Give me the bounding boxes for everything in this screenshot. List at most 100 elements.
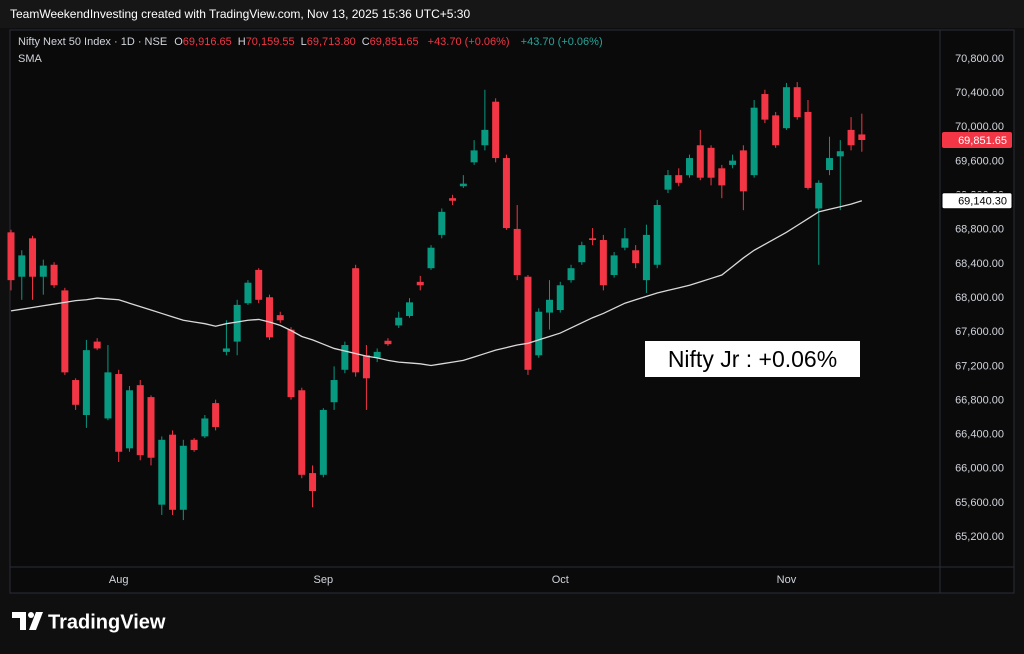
candle-body xyxy=(93,341,101,349)
candle-body xyxy=(212,403,220,427)
candle-body xyxy=(696,145,704,178)
change-alt: +43.70 (+0.06%) xyxy=(520,36,603,48)
y-tick-label: 65,600.00 xyxy=(955,497,1004,509)
candle-body xyxy=(39,265,47,277)
attribution: TeamWeekendInvesting created with Tradin… xyxy=(10,7,471,21)
candle-body xyxy=(438,211,446,235)
sma-legend: SMA xyxy=(18,53,42,65)
candle-body xyxy=(319,409,327,475)
candle-body xyxy=(589,238,597,241)
candle-body xyxy=(136,385,144,456)
y-tick-label: 68,400.00 xyxy=(955,258,1004,270)
price-tag-label: 69,851.65 xyxy=(958,135,1007,147)
candle-body xyxy=(761,94,769,120)
candle-body xyxy=(836,151,844,157)
candle-body xyxy=(7,232,15,281)
x-tick-label: Oct xyxy=(552,574,569,586)
candle-body xyxy=(309,473,317,492)
candle-body xyxy=(492,101,500,159)
annotation: Nifty Jr : +0.06% xyxy=(645,341,860,377)
top-bar: TeamWeekendInvesting created with Tradin… xyxy=(0,0,1024,28)
candle-body xyxy=(847,129,855,146)
candle-body xyxy=(804,111,812,188)
price-tag xyxy=(941,192,1013,210)
candle-body xyxy=(675,175,683,183)
candle-body xyxy=(341,345,349,370)
chart-frame xyxy=(9,29,1015,594)
candle-body xyxy=(449,198,457,201)
candle-body xyxy=(718,168,726,186)
candle-body xyxy=(61,290,69,373)
y-tick-label: 66,800.00 xyxy=(955,394,1004,406)
y-tick-label: 70,400.00 xyxy=(955,87,1004,99)
candle-body xyxy=(50,264,58,286)
price-tag xyxy=(942,131,1012,148)
ohlc: O69,916.65 H70,159.55 L69,713.80 C69,851.65 xyxy=(170,36,418,48)
candle-body xyxy=(265,297,273,338)
candle-body xyxy=(556,285,564,311)
y-tick-label: 65,200.00 xyxy=(955,531,1004,543)
candle-body xyxy=(707,147,715,178)
candle-body xyxy=(567,268,575,281)
y-tick-label: 70,000.00 xyxy=(955,121,1004,133)
candle-body xyxy=(201,418,209,437)
ohlc-key: H xyxy=(237,36,246,48)
candle-body xyxy=(373,351,381,358)
candle-body xyxy=(29,238,37,277)
candle-body xyxy=(169,434,177,510)
candle-body xyxy=(352,268,360,373)
y-tick-label: 66,000.00 xyxy=(955,463,1004,475)
candle-body xyxy=(255,269,263,300)
candle-body xyxy=(459,183,467,187)
candle-body xyxy=(416,281,424,286)
candle-body xyxy=(750,107,758,176)
ohlc-key: O xyxy=(174,36,183,48)
y-tick-label: 66,400.00 xyxy=(955,429,1004,441)
candle-body xyxy=(104,372,112,419)
candle-body xyxy=(125,390,133,449)
candle-body xyxy=(362,355,370,379)
candle-body xyxy=(642,234,650,281)
candle-body xyxy=(513,228,521,276)
candle-body xyxy=(18,255,26,277)
candle-body xyxy=(535,311,543,356)
candle-body xyxy=(427,247,435,269)
candle-body xyxy=(287,329,295,398)
y-tick-label: 70,800.00 xyxy=(955,53,1004,65)
candle-body xyxy=(782,87,790,129)
candle-body xyxy=(793,87,801,118)
symbol: Nifty Next 50 Index · 1D · NSE xyxy=(18,36,168,48)
candle-body xyxy=(632,250,640,264)
candle-body xyxy=(826,158,834,171)
change: +43.70 (+0.06%) xyxy=(427,36,510,48)
candle-body xyxy=(190,439,198,451)
candle-body xyxy=(158,439,166,505)
price-tag-label: 69,140.30 xyxy=(958,196,1007,208)
candle-body xyxy=(653,205,661,265)
candle-body xyxy=(502,158,510,229)
candle-body xyxy=(276,315,284,321)
y-tick-label: 69,600.00 xyxy=(955,155,1004,167)
candle-body xyxy=(222,348,230,352)
candle-body xyxy=(82,350,90,416)
candle-body xyxy=(72,380,80,405)
candle-body xyxy=(481,129,489,146)
candle-body xyxy=(233,304,241,342)
brand-name: TradingView xyxy=(48,611,166,633)
candle-body xyxy=(578,245,586,263)
ohlc-value: 69,916.65 xyxy=(182,36,232,48)
sma-line xyxy=(10,200,863,367)
candle-body xyxy=(546,299,553,313)
y-tick-label: 68,800.00 xyxy=(955,224,1004,236)
candle-body xyxy=(686,158,694,176)
x-tick-label: Aug xyxy=(109,574,129,586)
y-tick-label: 67,200.00 xyxy=(955,360,1004,372)
candle-body xyxy=(147,397,155,458)
candle-body xyxy=(115,374,123,452)
ohlc-value: 69,713.80 xyxy=(306,36,356,48)
y-tick-label: 68,000.00 xyxy=(955,292,1004,304)
candle-body xyxy=(610,255,618,276)
legend: Nifty Next 50 Index · 1D · NSE O69,916.6… xyxy=(18,36,603,48)
ohlc-key: C xyxy=(361,36,370,48)
